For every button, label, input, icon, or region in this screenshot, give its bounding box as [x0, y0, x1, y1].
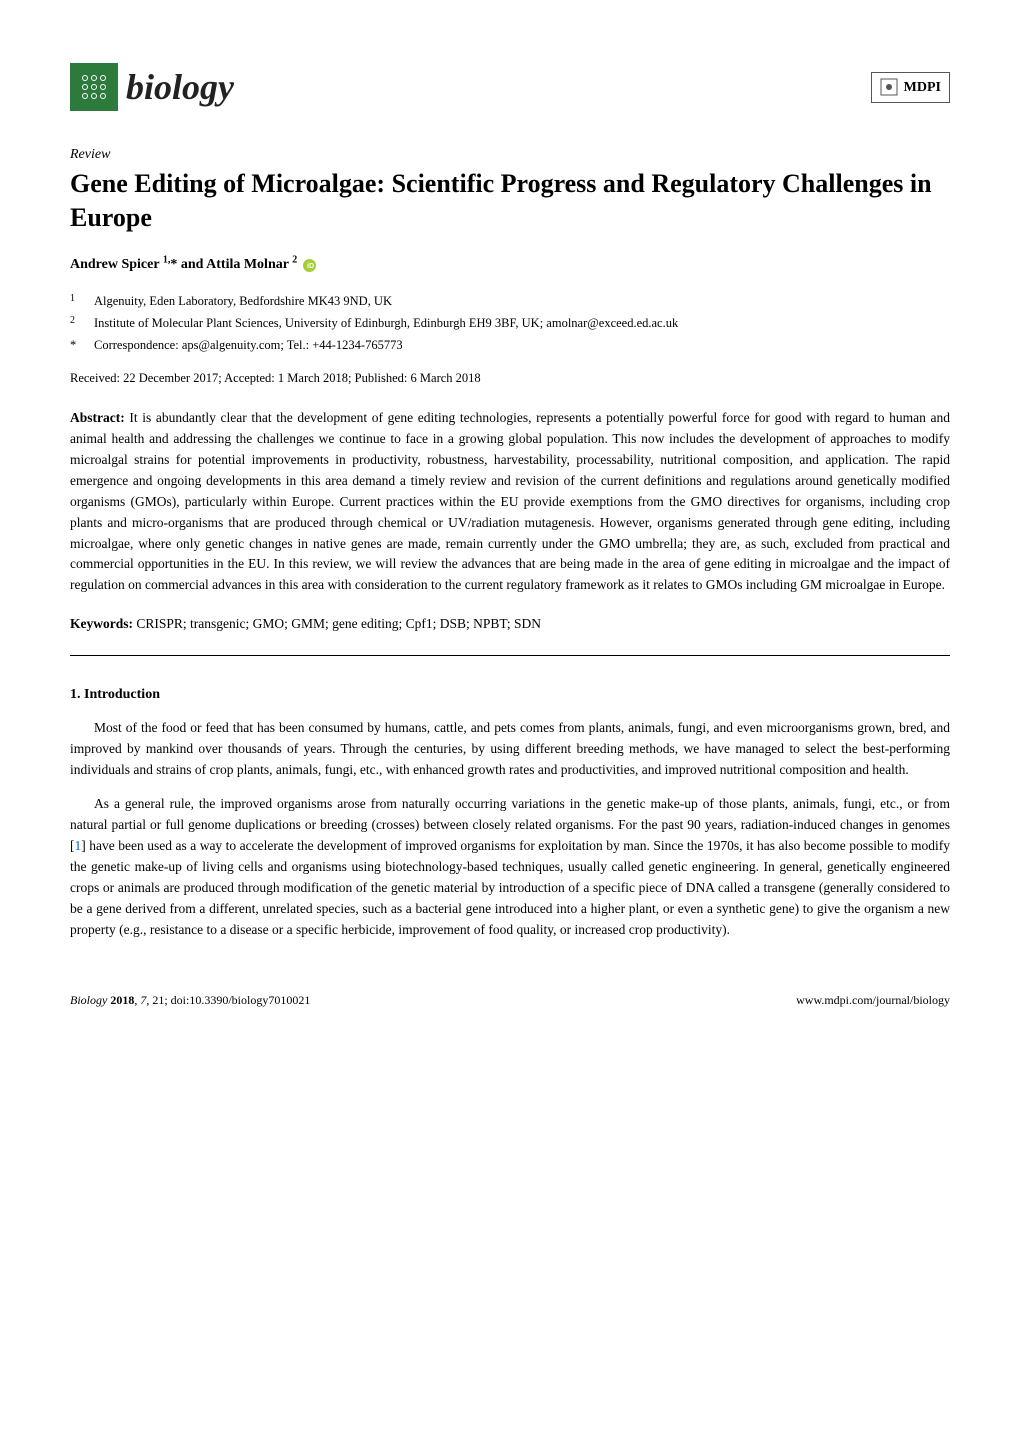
- publication-dates: Received: 22 December 2017; Accepted: 1 …: [70, 369, 950, 388]
- publisher-logo: MDPI: [871, 72, 950, 103]
- keywords-block: Keywords: CRISPR; transgenic; GMO; GMM; …: [70, 614, 950, 634]
- mdpi-icon: [880, 78, 898, 96]
- affiliation-row: 2 Institute of Molecular Plant Sciences,…: [70, 313, 950, 333]
- journal-name: biology: [126, 60, 234, 114]
- body-paragraph: Most of the food or feed that has been c…: [70, 718, 950, 781]
- keywords-text: CRISPR; transgenic; GMO; GMM; gene editi…: [136, 616, 541, 631]
- footer-url[interactable]: www.mdpi.com/journal/biology: [796, 991, 950, 1009]
- page-footer: Biology 2018, 7, 21; doi:10.3390/biology…: [70, 991, 950, 1009]
- body-paragraph: As a general rule, the improved organism…: [70, 794, 950, 940]
- publisher-name: MDPI: [904, 77, 941, 98]
- affil-num: 2: [70, 313, 80, 333]
- orcid-icon[interactable]: iD: [303, 259, 316, 272]
- affil-num: 1: [70, 291, 80, 311]
- affil-text: Algenuity, Eden Laboratory, Bedfordshire…: [94, 291, 392, 311]
- authors: Andrew Spicer 1,* and Attila Molnar 2 iD: [70, 253, 950, 276]
- keywords-label: Keywords:: [70, 616, 136, 631]
- header-row: biology MDPI: [70, 60, 950, 114]
- affiliations: 1 Algenuity, Eden Laboratory, Bedfordshi…: [70, 291, 950, 355]
- author-list: Andrew Spicer 1,* and Attila Molnar 2: [70, 257, 297, 272]
- abstract-text: It is abundantly clear that the developm…: [70, 410, 950, 592]
- journal-logo-icon: [70, 63, 118, 111]
- article-title: Gene Editing of Microalgae: Scientific P…: [70, 167, 950, 235]
- journal-logo: biology: [70, 60, 234, 114]
- section-divider: [70, 655, 950, 656]
- section-heading: 1. Introduction: [70, 684, 950, 705]
- abstract-block: Abstract: It is abundantly clear that th…: [70, 408, 950, 596]
- para-text: ] have been used as a way to accelerate …: [70, 838, 950, 937]
- svg-text:iD: iD: [307, 263, 314, 270]
- affil-text: Institute of Molecular Plant Sciences, U…: [94, 313, 678, 333]
- affiliation-row: * Correspondence: aps@algenuity.com; Tel…: [70, 335, 950, 355]
- affiliation-row: 1 Algenuity, Eden Laboratory, Bedfordshi…: [70, 291, 950, 311]
- abstract-label: Abstract:: [70, 410, 129, 425]
- footer-citation: Biology 2018, 7, 21; doi:10.3390/biology…: [70, 991, 310, 1009]
- affil-num: *: [70, 335, 80, 355]
- article-type: Review: [70, 144, 950, 165]
- affil-text: Correspondence: aps@algenuity.com; Tel.:…: [94, 335, 403, 355]
